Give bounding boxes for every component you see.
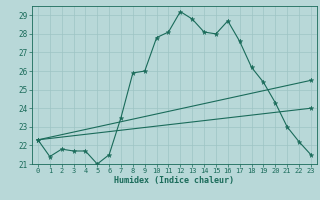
X-axis label: Humidex (Indice chaleur): Humidex (Indice chaleur) xyxy=(115,176,234,185)
